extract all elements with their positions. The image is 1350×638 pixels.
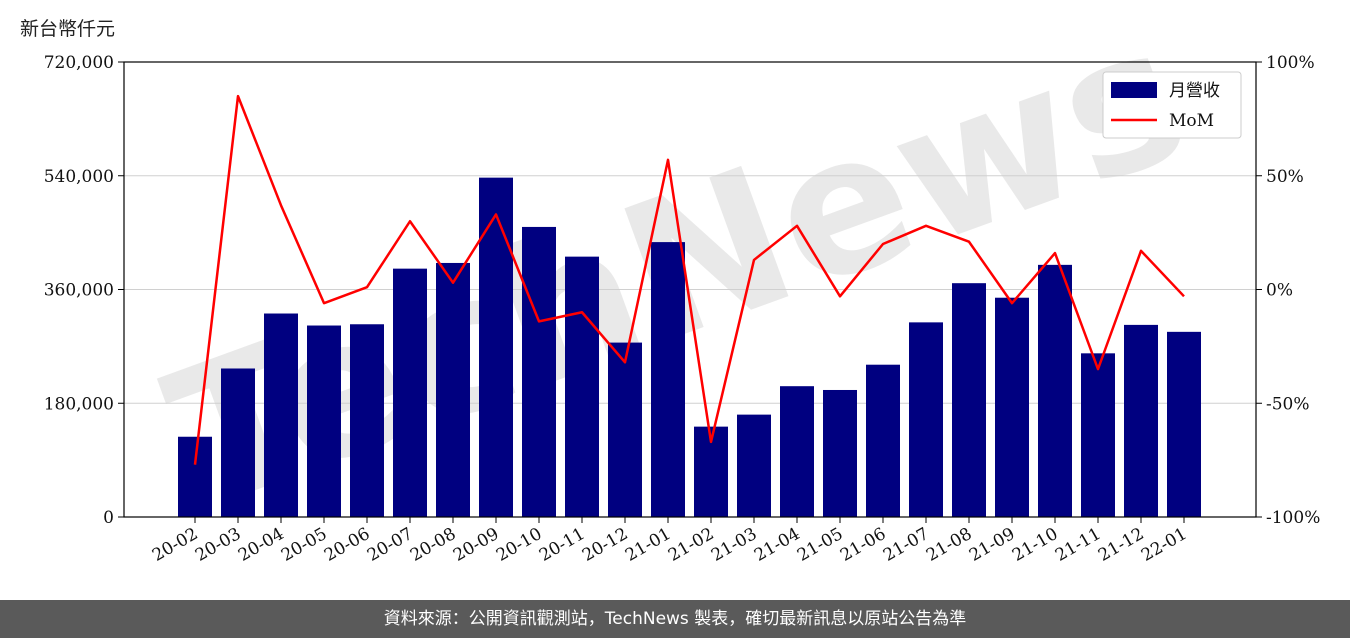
revenue-bar (909, 322, 943, 517)
revenue-chart: TechNews 0180,000360,000540,000720,000-1… (44, 0, 1321, 566)
x-axis-tick-label: 20-09 (450, 524, 502, 566)
legend-bar-swatch (1111, 82, 1157, 98)
x-axis-tick-label: 20-07 (364, 524, 416, 566)
x-axis-tick-label: 20-12 (579, 524, 631, 566)
revenue-bar (178, 436, 212, 517)
revenue-bar (952, 283, 986, 517)
x-axis-tick-label: 20-06 (321, 524, 373, 566)
revenue-bar (823, 389, 857, 517)
x-axis-tick-label: 21-09 (966, 524, 1018, 566)
left-axis-tick-label: 720,000 (44, 53, 114, 73)
legend-label-mom: MoM (1169, 111, 1214, 131)
legend-label-revenue: 月營收 (1169, 81, 1220, 101)
right-axis-tick-label: -50% (1266, 394, 1310, 414)
x-axis-tick-label: 20-05 (278, 524, 330, 566)
mom-line-series (193, 94, 1185, 465)
right-axis-tick-label: 0% (1266, 281, 1293, 301)
x-axis-tick-label: 21-01 (622, 524, 674, 566)
revenue-bar (995, 297, 1029, 517)
revenue-bar (780, 386, 814, 517)
x-axis-tick-label: 21-03 (708, 524, 760, 566)
revenue-bar (393, 268, 427, 517)
left-axis-tick-label: 360,000 (44, 281, 114, 301)
revenue-bar (1124, 324, 1158, 517)
revenue-bar (651, 242, 685, 517)
bar-series (178, 177, 1201, 518)
revenue-bar (608, 342, 642, 517)
x-axis-tick-label: 21-10 (1009, 524, 1061, 566)
left-axis-tick-label: 0 (103, 508, 114, 528)
x-axis-tick-label: 21-06 (837, 524, 889, 566)
x-axis-tick-label: 21-05 (794, 524, 846, 566)
revenue-bar (436, 262, 470, 517)
revenue-bar (866, 364, 900, 517)
x-axis-tick-label: 21-08 (923, 524, 975, 566)
x-axis-tick-label: 21-04 (751, 524, 803, 566)
revenue-bar (264, 313, 298, 517)
revenue-bar (350, 324, 384, 517)
mom-line (193, 94, 1185, 465)
revenue-bar (737, 414, 771, 517)
x-axis-tick-label: 20-10 (493, 524, 545, 566)
revenue-bar (565, 256, 599, 517)
x-axis-tick-label: 22-01 (1138, 524, 1190, 566)
right-axis-tick-label: -100% (1266, 508, 1320, 528)
source-footer: 資料來源：公開資訊觀測站，TechNews 製表，確切最新訊息以原站公告為準 (0, 600, 1350, 638)
left-axis-tick-label: 180,000 (44, 394, 114, 414)
revenue-bar (307, 325, 341, 517)
x-axis-tick-label: 20-02 (149, 524, 201, 566)
revenue-bar (221, 368, 255, 517)
right-axis-tick-label: 100% (1266, 53, 1315, 73)
x-axis-tick-label: 21-12 (1095, 524, 1147, 566)
x-axis-tick-label: 21-07 (880, 524, 932, 566)
left-axis-tick-label: 540,000 (44, 167, 114, 187)
x-axis-tick-label: 21-02 (665, 524, 717, 566)
right-axis-tick-label: 50% (1266, 167, 1304, 187)
x-axis-tick-label: 21-11 (1052, 524, 1104, 566)
revenue-bar (1038, 264, 1072, 517)
revenue-bar (522, 226, 556, 517)
revenue-bar (1081, 353, 1115, 517)
y-axis-unit-label: 新台幣仟元 (20, 18, 116, 40)
revenue-bar (479, 177, 513, 518)
legend: 月營收 MoM (1102, 71, 1242, 139)
x-axis-tick-label: 20-08 (407, 524, 459, 566)
revenue-bar (1167, 331, 1201, 517)
x-axis-tick-label: 20-11 (536, 524, 588, 566)
